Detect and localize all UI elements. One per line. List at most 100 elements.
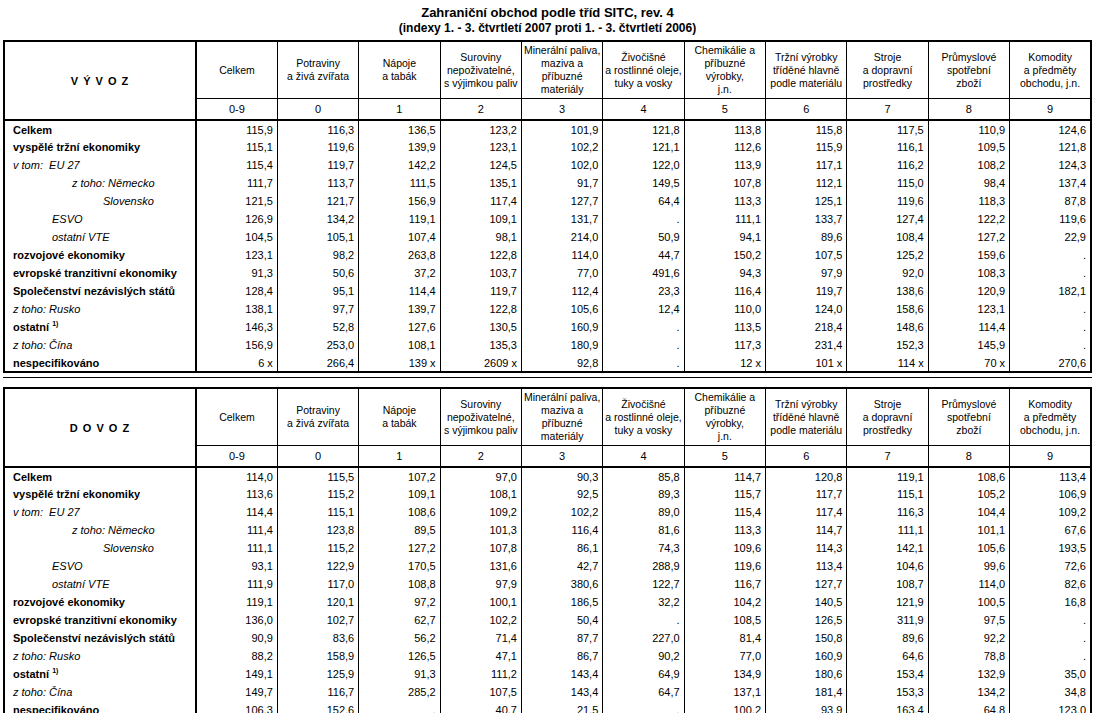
value-cell: 115,2 [277, 539, 358, 557]
value-cell: 136,5 [359, 120, 440, 138]
value-cell: 99,6 [928, 557, 1009, 575]
value-cell: 105,2 [928, 485, 1009, 503]
value-cell: 111,4 [196, 521, 277, 539]
value-cell: 86,7 [521, 647, 602, 665]
value-cell: 107,2 [359, 467, 440, 485]
value-cell: 111,5 [359, 174, 440, 192]
value-cell: 116,7 [277, 683, 358, 701]
value-cell: 100,5 [928, 593, 1009, 611]
header-name-row: D O V O ZCelkemPotraviny a živá zvířataN… [4, 388, 1091, 446]
value-cell: 97,5 [928, 611, 1009, 629]
value-cell: 126,9 [196, 210, 277, 228]
value-cell: 108,4 [847, 228, 928, 246]
value-cell: 103,7 [440, 264, 521, 282]
value-cell: 156,9 [359, 192, 440, 210]
row-label: v tom: EU 27 [13, 159, 80, 171]
value-cell: 21,5 [521, 701, 602, 713]
value-cell: 153,4 [847, 665, 928, 683]
row-label-cell: nespecifikováno [4, 701, 196, 713]
table-row: ostatní VTE111,9117,0108,897,9380,6122,7… [4, 575, 1091, 593]
value-cell: 101,9 [521, 120, 602, 138]
value-cell: 111,9 [196, 575, 277, 593]
value-cell: 119,6 [277, 138, 358, 156]
value-cell: 107,8 [684, 174, 765, 192]
value-cell: 115,4 [196, 156, 277, 174]
column-code: 8 [928, 446, 1009, 468]
value-cell: 149,1 [196, 665, 277, 683]
value-cell: 113,9 [684, 156, 765, 174]
row-label: ostatní [13, 668, 52, 680]
value-cell: 97,7 [277, 300, 358, 318]
value-cell: 117,3 [684, 336, 765, 354]
dovoz-body: Celkem114,0115,5107,297,090,385,8114,712… [4, 467, 1091, 713]
value-cell: 92,8 [521, 354, 602, 372]
table-row: ostatní VTE104,5105,1107,498,1214,050,99… [4, 228, 1091, 246]
header-name-row: V Ý V O ZCelkemPotraviny a živá zvířataN… [4, 41, 1091, 99]
column-header: Chemikálie a příbuzné výrobky, j.n. [684, 41, 765, 99]
value-cell: 22,9 [1010, 228, 1091, 246]
value-cell: 62,7 [359, 611, 440, 629]
column-header: Stroje a dopravní prostředky [847, 388, 928, 446]
table-row: Slovensko121,5121,7156,9117,4127,764,411… [4, 192, 1091, 210]
value-cell: 163,4 [847, 701, 928, 713]
value-cell: 104,5 [196, 228, 277, 246]
value-cell: 117,4 [440, 192, 521, 210]
value-cell: 93,9 [766, 701, 847, 713]
table-row: z toho: Německo111,4123,889,5101,3116,48… [4, 521, 1091, 539]
value-cell: 114,7 [684, 467, 765, 485]
value-cell: 132,9 [928, 665, 1009, 683]
column-code: 6 [766, 446, 847, 468]
value-cell: 140,5 [766, 593, 847, 611]
row-label-cell: z toho: Německo [4, 174, 196, 192]
value-cell: 158,6 [847, 300, 928, 318]
value-cell: 152,3 [847, 336, 928, 354]
value-cell: 110,0 [684, 300, 765, 318]
value-cell: 23,3 [603, 282, 684, 300]
value-cell: . [603, 611, 684, 629]
value-cell: 134,2 [928, 683, 1009, 701]
value-cell: 380,6 [521, 575, 602, 593]
value-cell: 218,4 [766, 318, 847, 336]
value-cell: 6 x [196, 354, 277, 372]
value-cell: 82,6 [1010, 575, 1091, 593]
column-header: Suroviny nepoživatelné, s výjimkou paliv [440, 388, 521, 446]
row-label-cell: rozvojové ekonomiky [4, 593, 196, 611]
value-cell: 123,1 [440, 138, 521, 156]
value-cell: 91,3 [359, 665, 440, 683]
column-header: Minerální paliva, maziva a příbuzné mate… [521, 388, 602, 446]
column-header: Potraviny a živá zvířata [277, 388, 358, 446]
value-cell: 119,7 [277, 156, 358, 174]
table-row: z toho: Čína156,9253,0108,1135,3180,9.11… [4, 336, 1091, 354]
value-cell: 124,5 [440, 156, 521, 174]
table-row: v tom: EU 27114,4115,1108,6109,2102,289,… [4, 503, 1091, 521]
value-cell: 266,4 [277, 354, 358, 372]
value-cell: 125,9 [277, 665, 358, 683]
value-cell: 126,5 [359, 647, 440, 665]
row-label: Společenství nezávislých států [13, 632, 175, 644]
value-cell: . [1010, 300, 1091, 318]
vyvoz-header: V Ý V O ZCelkemPotraviny a živá zvířataN… [4, 41, 1091, 120]
row-label: ostatní [13, 321, 52, 333]
vyvoz-table: V Ý V O ZCelkemPotraviny a živá zvířataN… [3, 40, 1092, 373]
value-cell: 113,3 [684, 192, 765, 210]
value-cell: 124,0 [766, 300, 847, 318]
value-cell: . [603, 210, 684, 228]
value-cell: 114,4 [928, 318, 1009, 336]
row-label-cell: ESVO [4, 557, 196, 575]
table-row: v tom: EU 27115,4119,7142,2124,5102,0122… [4, 156, 1091, 174]
value-cell: 81,4 [684, 629, 765, 647]
column-code: 1 [359, 446, 440, 468]
table-row: Celkem115,9116,3136,5123,2101,9121,8113,… [4, 120, 1091, 138]
row-label: ESVO [52, 213, 83, 225]
value-cell: 186,5 [521, 593, 602, 611]
table-row: rozvojové ekonomiky123,198,2263,8122,811… [4, 246, 1091, 264]
value-cell: 67,6 [1010, 521, 1091, 539]
value-cell: 122,0 [603, 156, 684, 174]
value-cell: . [1010, 647, 1091, 665]
table-row: z toho: Německo111,7113,7111,5135,191,71… [4, 174, 1091, 192]
column-code: 5 [684, 446, 765, 468]
value-cell: 133,7 [766, 210, 847, 228]
value-cell: 102,7 [277, 611, 358, 629]
value-cell: 93,1 [196, 557, 277, 575]
row-label-cell: z toho: Rusko [4, 300, 196, 318]
